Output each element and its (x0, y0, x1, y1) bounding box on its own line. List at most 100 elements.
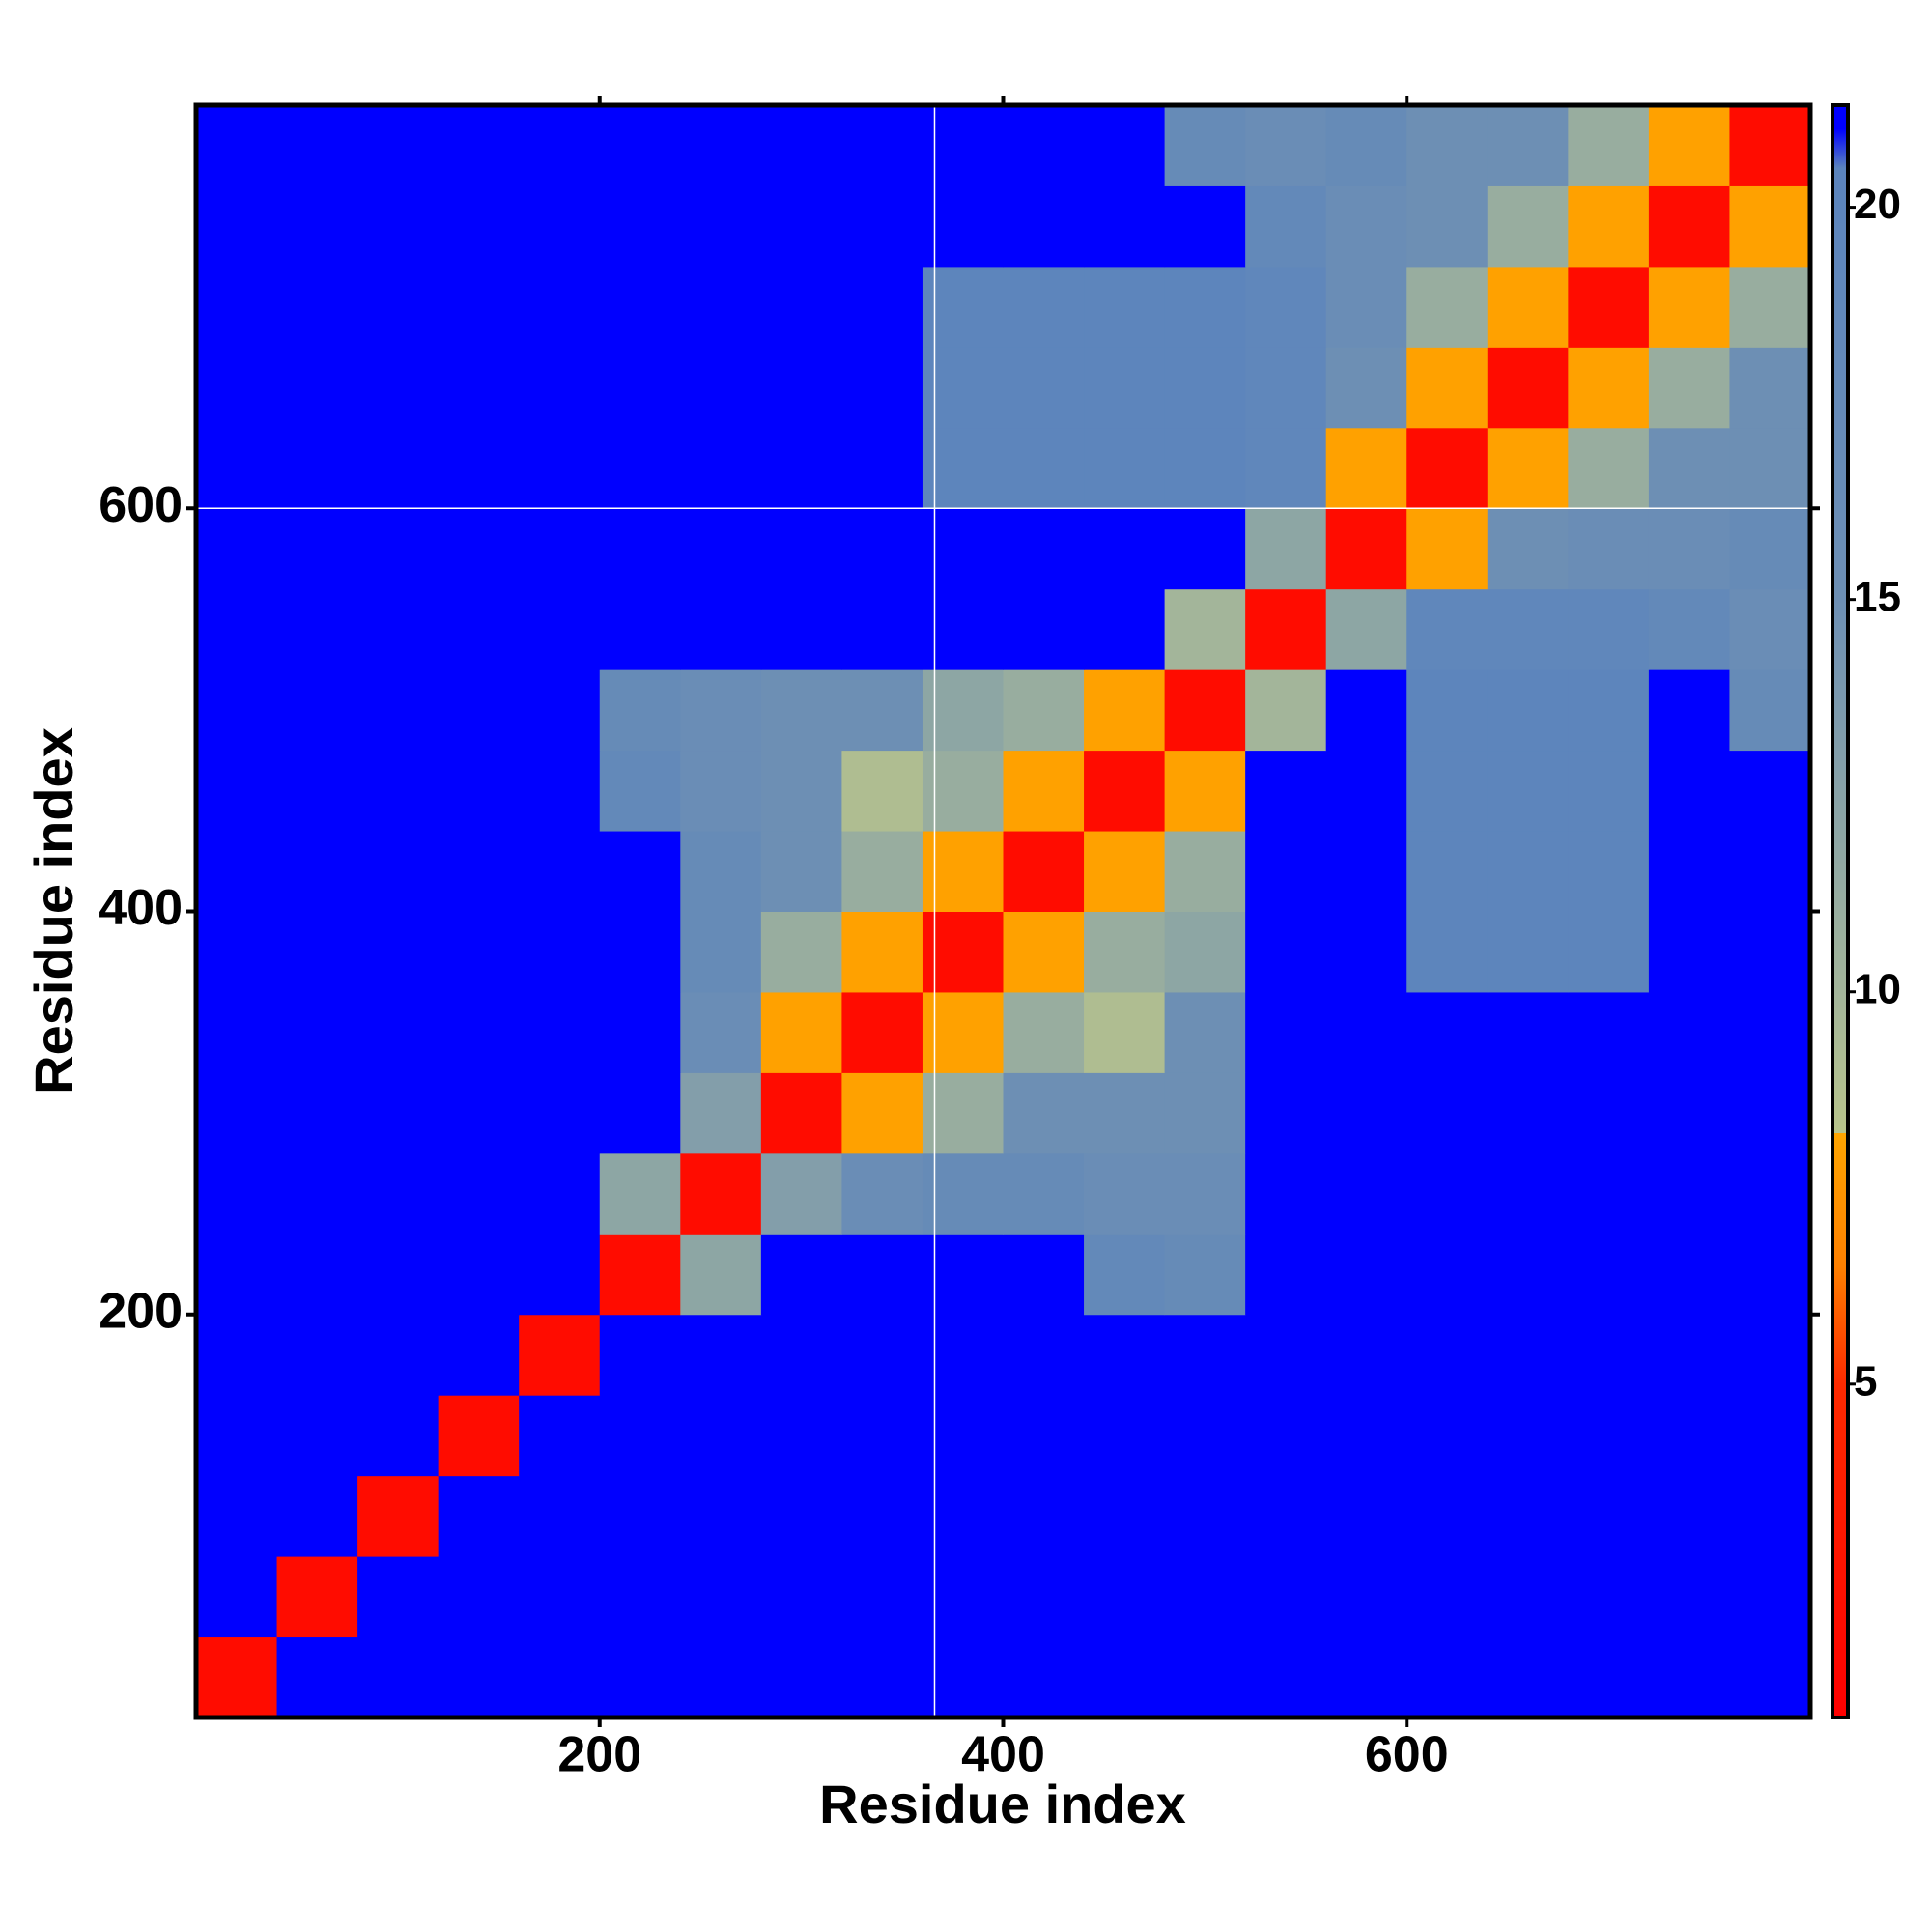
heatmap-cell (1568, 347, 1650, 429)
heatmap-cell (1406, 1556, 1489, 1638)
heatmap-cell (760, 911, 842, 993)
heatmap-cell (1406, 1395, 1489, 1477)
x-axis-title: Residue index (819, 1774, 1186, 1834)
heatmap-cell (1487, 1475, 1569, 1557)
heatmap-cell (1084, 831, 1166, 912)
heatmap-cell (1164, 991, 1246, 1073)
heatmap-cell (438, 911, 520, 993)
heatmap-cell (1487, 266, 1569, 348)
heatmap-cell (922, 266, 1004, 348)
colorbar (1831, 103, 1850, 1719)
heatmap-cell (841, 669, 923, 752)
heatmap-cell (1084, 105, 1166, 186)
heatmap-cell (1487, 750, 1569, 832)
heatmap-cell (599, 1636, 681, 1719)
y-tick-label: 400 (99, 880, 183, 936)
heatmap-cell (1003, 831, 1085, 912)
heatmap-cell (922, 588, 1004, 670)
heatmap-cell (1245, 347, 1327, 429)
heatmap-cell (276, 1636, 358, 1719)
heatmap-cell (519, 347, 601, 429)
heatmap-cell (1164, 669, 1246, 752)
y-tick-label: 200 (99, 1283, 183, 1339)
heatmap-cell (519, 991, 601, 1073)
heatmap-cell (922, 1475, 1004, 1557)
heatmap-cell (760, 427, 842, 509)
heatmap-cell (357, 1234, 440, 1316)
heatmap-cell (1568, 508, 1650, 590)
heatmap-cell (357, 1314, 440, 1396)
heatmap-cell (276, 750, 358, 832)
heatmap-cell (1406, 1072, 1489, 1154)
heatmap-cell (196, 1395, 278, 1477)
heatmap-cell (357, 750, 440, 832)
y-tick-label: 600 (99, 477, 183, 533)
heatmap-cell (1325, 1314, 1407, 1396)
heatmap-cell (1003, 1314, 1085, 1396)
heatmap-cell (1487, 427, 1569, 509)
heatmap-cell (519, 1556, 601, 1638)
heatmap-cell (1729, 1475, 1811, 1557)
heatmap-cell (1325, 1072, 1407, 1154)
heatmap-cell (1245, 185, 1327, 268)
heatmap-cell (519, 669, 601, 752)
heatmap-cell (1245, 427, 1327, 509)
heatmap-cell (1648, 1636, 1730, 1719)
heatmap-cell (1406, 1152, 1489, 1235)
heatmap-cell (1164, 1636, 1246, 1719)
heatmap-cell (1325, 1556, 1407, 1638)
heatmap-cell (1729, 991, 1811, 1073)
heatmap-cell (1084, 1314, 1166, 1396)
heatmap-cell (1406, 508, 1489, 590)
heatmap-cell (922, 427, 1004, 509)
heatmap-cell (357, 831, 440, 912)
heatmap-cell (1084, 1072, 1166, 1154)
heatmap-cell (680, 588, 762, 670)
heatmap-cell (1568, 105, 1650, 186)
heatmap-cell (599, 750, 681, 832)
heatmap-cell (357, 347, 440, 429)
heatmap-cell (1648, 1475, 1730, 1557)
heatmap-cell (1568, 991, 1650, 1073)
heatmap-cell (1164, 1072, 1246, 1154)
heatmap-cell (1245, 750, 1327, 832)
heatmap-cell (1325, 911, 1407, 993)
heatmap-cell (1487, 105, 1569, 186)
heatmap-cell (1648, 831, 1730, 912)
heatmap-cell (196, 1152, 278, 1235)
heatmap-cell (599, 588, 681, 670)
heatmap-cell (841, 991, 923, 1073)
heatmap-cell (196, 347, 278, 429)
colorbar-tick-label: 15 (1854, 573, 1901, 620)
heatmap-cell (599, 1556, 681, 1638)
heatmap-cell (1406, 1636, 1489, 1719)
heatmap-cell (599, 1234, 681, 1316)
heatmap-cell (519, 750, 601, 832)
heatmap-cell (680, 1636, 762, 1719)
heatmap-cell (841, 266, 923, 348)
heatmap-cell (841, 831, 923, 912)
heatmap-cell (357, 588, 440, 670)
heatmap-cell (276, 1072, 358, 1154)
heatmap-cell (760, 588, 842, 670)
heatmap-cell (1648, 1556, 1730, 1638)
heatmap-cell (680, 1234, 762, 1316)
heatmap-cell (760, 266, 842, 348)
heatmap-cell (760, 991, 842, 1073)
heatmap-cell (1245, 1475, 1327, 1557)
heatmap-cell (438, 1556, 520, 1638)
heatmap-cell (1406, 750, 1489, 832)
heatmap-cell (357, 911, 440, 993)
heatmap-cell (841, 185, 923, 268)
heatmap-cell (760, 1636, 842, 1719)
heatmap-cell (599, 1314, 681, 1396)
heatmap-cell (1245, 1152, 1327, 1235)
heatmap-cell (276, 831, 358, 912)
heatmap-cell (1325, 105, 1407, 186)
heatmap-cell (760, 347, 842, 429)
heatmap-cell (1729, 1314, 1811, 1396)
heatmap-cell (519, 1072, 601, 1154)
heatmap-cell (1406, 427, 1489, 509)
heatmap-cell (1245, 1556, 1327, 1638)
heatmap-cell (276, 1475, 358, 1557)
